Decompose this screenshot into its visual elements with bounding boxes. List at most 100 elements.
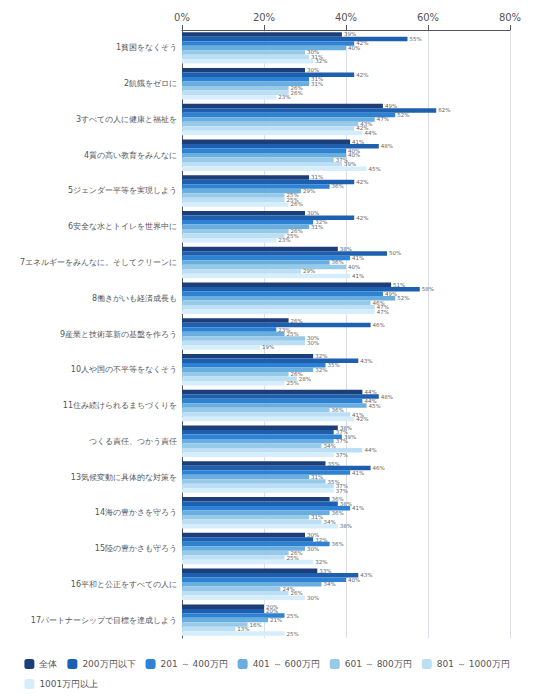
svg-text:17パートナーシップで目標を達成しよう: 17パートナーシップで目標を達成しよう: [31, 616, 177, 625]
svg-text:60%: 60%: [417, 12, 439, 23]
svg-text:41%: 41%: [352, 470, 364, 476]
svg-text:40%: 40%: [348, 45, 360, 51]
svg-text:55%: 55%: [410, 36, 422, 42]
svg-text:9産業と技術革新の基盤を作ろう: 9産業と技術革新の基盤を作ろう: [60, 330, 177, 339]
svg-text:35%: 35%: [328, 362, 340, 368]
svg-text:36%: 36%: [332, 510, 344, 516]
svg-text:11住み続けられるまちづくりを: 11住み続けられるまちづくりを: [63, 401, 177, 410]
svg-text:23%: 23%: [278, 237, 290, 243]
svg-text:42%: 42%: [356, 416, 368, 422]
svg-text:20%: 20%: [253, 12, 275, 23]
svg-text:31%: 31%: [311, 81, 323, 87]
svg-text:34%: 34%: [323, 581, 335, 587]
svg-text:40%: 40%: [348, 264, 360, 270]
svg-text:50%: 50%: [389, 250, 401, 256]
svg-text:44%: 44%: [364, 447, 376, 453]
svg-text:4質の高い教育をみんなに: 4質の高い教育をみんなに: [84, 151, 177, 160]
svg-text:全体: 全体: [39, 659, 57, 669]
svg-text:33%: 33%: [319, 568, 331, 574]
svg-text:401 ～ 600万円: 401 ～ 600万円: [253, 659, 320, 669]
svg-text:31%: 31%: [311, 174, 323, 180]
svg-text:49%: 49%: [385, 291, 397, 297]
svg-text:49%: 49%: [385, 103, 397, 109]
svg-text:40%: 40%: [335, 12, 357, 23]
svg-text:20%: 20%: [266, 608, 278, 614]
svg-text:45%: 45%: [369, 166, 381, 172]
svg-text:3すべての人に健康と福祉を: 3すべての人に健康と福祉を: [76, 115, 177, 124]
svg-text:1001万円以上: 1001万円以上: [39, 679, 98, 689]
svg-text:37%: 37%: [336, 488, 348, 494]
svg-text:46%: 46%: [373, 465, 385, 471]
svg-text:51%: 51%: [393, 282, 405, 288]
svg-text:つくる責任、つかう責任: つくる責任、つかう責任: [89, 437, 177, 446]
svg-text:32%: 32%: [315, 537, 327, 543]
svg-text:58%: 58%: [422, 286, 434, 292]
svg-text:6安全な水とトイレを世界中に: 6安全な水とトイレを世界中に: [68, 222, 177, 231]
svg-text:42%: 42%: [356, 72, 368, 78]
svg-text:25%: 25%: [287, 331, 299, 337]
svg-text:44%: 44%: [364, 389, 376, 395]
svg-text:36%: 36%: [332, 259, 344, 265]
svg-text:30%: 30%: [307, 595, 319, 601]
svg-text:23%: 23%: [278, 94, 290, 100]
svg-text:26%: 26%: [291, 201, 303, 207]
svg-text:16%: 16%: [250, 622, 262, 628]
svg-text:34%: 34%: [323, 519, 335, 525]
svg-text:43%: 43%: [360, 572, 372, 578]
svg-text:29%: 29%: [303, 188, 315, 194]
svg-text:44%: 44%: [364, 130, 376, 136]
svg-text:42%: 42%: [356, 215, 368, 221]
svg-text:32%: 32%: [315, 58, 327, 64]
svg-text:601 ～ 800万円: 601 ～ 800万円: [345, 659, 412, 669]
svg-text:52%: 52%: [397, 295, 409, 301]
svg-text:37%: 37%: [336, 438, 348, 444]
svg-text:10人や国の不平等をなくそう: 10人や国の不平等をなくそう: [71, 365, 177, 374]
svg-text:36%: 36%: [332, 183, 344, 189]
svg-text:45%: 45%: [369, 403, 381, 409]
svg-text:41%: 41%: [352, 273, 364, 279]
svg-text:19%: 19%: [262, 344, 274, 350]
svg-text:36%: 36%: [332, 407, 344, 413]
svg-text:26%: 26%: [291, 90, 303, 96]
svg-text:13気候変動に具体的な対策を: 13気候変動に具体的な対策を: [71, 473, 177, 482]
svg-text:30%: 30%: [307, 546, 319, 552]
svg-text:48%: 48%: [381, 143, 393, 149]
svg-text:38%: 38%: [340, 501, 352, 507]
svg-text:1貧困をなくそう: 1貧困をなくそう: [116, 43, 177, 52]
svg-text:35%: 35%: [328, 461, 340, 467]
svg-text:32%: 32%: [315, 353, 327, 359]
svg-text:40%: 40%: [348, 152, 360, 158]
svg-text:48%: 48%: [381, 394, 393, 400]
svg-text:21%: 21%: [270, 617, 282, 623]
svg-text:41%: 41%: [352, 255, 364, 261]
svg-text:30%: 30%: [307, 340, 319, 346]
svg-text:15陸の豊かさも守ろう: 15陸の豊かさも守ろう: [95, 544, 177, 553]
svg-text:32%: 32%: [315, 559, 327, 565]
svg-text:47%: 47%: [377, 309, 389, 315]
svg-text:25%: 25%: [287, 613, 299, 619]
svg-text:29%: 29%: [303, 268, 315, 274]
svg-text:43%: 43%: [360, 358, 372, 364]
svg-text:36%: 36%: [332, 541, 344, 547]
svg-text:37%: 37%: [336, 452, 348, 458]
svg-text:38%: 38%: [340, 246, 352, 252]
svg-text:2飢餓をゼロに: 2飢餓をゼロに: [124, 79, 177, 88]
svg-text:14海の豊かさを守ろう: 14海の豊かさを守ろう: [95, 508, 177, 517]
svg-text:5ジェンダー平等を実現しよう: 5ジェンダー平等を実現しよう: [68, 186, 177, 195]
svg-text:8働きがいも経済成長も: 8働きがいも経済成長も: [92, 294, 177, 303]
svg-text:25%: 25%: [287, 380, 299, 386]
svg-text:38%: 38%: [340, 523, 352, 529]
svg-text:26%: 26%: [291, 318, 303, 324]
svg-text:28%: 28%: [299, 376, 311, 382]
svg-text:32%: 32%: [315, 367, 327, 373]
svg-text:52%: 52%: [397, 112, 409, 118]
svg-text:13%: 13%: [237, 626, 249, 632]
svg-text:31%: 31%: [311, 514, 323, 520]
svg-text:31%: 31%: [311, 474, 323, 480]
svg-text:31%: 31%: [311, 224, 323, 230]
svg-text:46%: 46%: [373, 322, 385, 328]
svg-text:41%: 41%: [352, 505, 364, 511]
svg-text:25%: 25%: [287, 555, 299, 561]
svg-text:200万円以下: 200万円以下: [82, 659, 135, 669]
svg-text:30%: 30%: [307, 210, 319, 216]
